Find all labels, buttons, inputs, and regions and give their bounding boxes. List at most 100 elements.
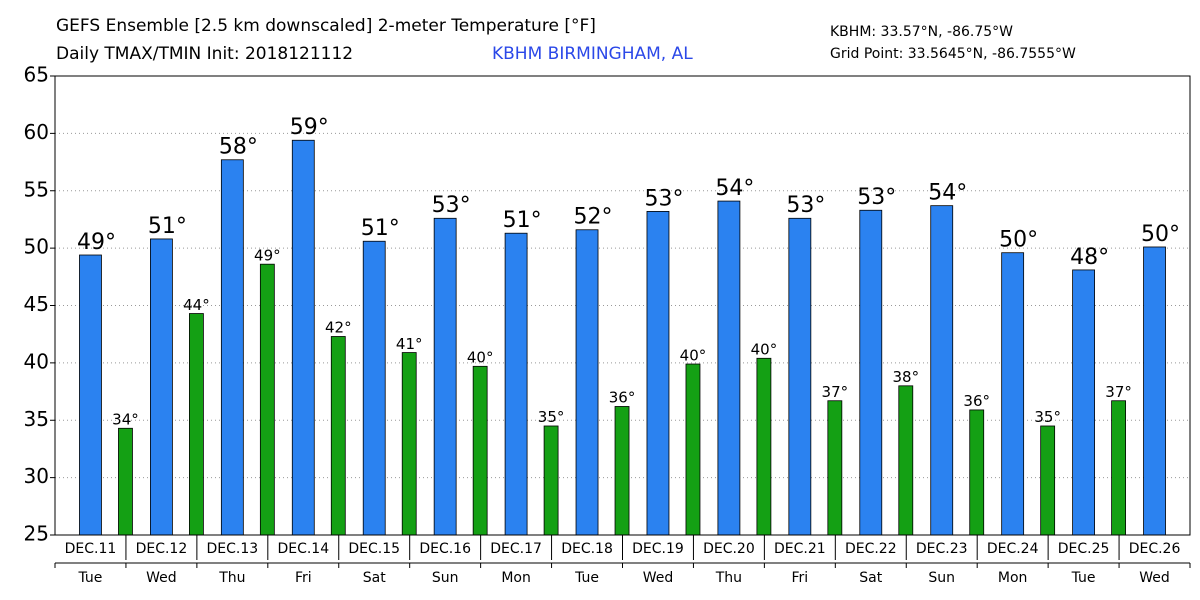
weekday-label: Wed xyxy=(643,570,674,586)
value-label: 35° xyxy=(1034,408,1061,426)
y-tick-label: 40 xyxy=(24,349,49,373)
weekday-label: Tue xyxy=(1071,570,1096,586)
x-tick-label: DEC.12 xyxy=(136,541,188,557)
value-label: 40° xyxy=(751,341,778,359)
value-label: 53° xyxy=(644,186,683,211)
value-label: 51° xyxy=(148,214,187,239)
value-label: 51° xyxy=(503,208,542,233)
value-label: 53° xyxy=(857,185,896,210)
bar xyxy=(1143,246,1166,536)
chart-subtitle: Daily TMAX/TMIN Init: 2018121112 xyxy=(56,44,353,64)
bar xyxy=(189,313,204,536)
y-tick-label: 25 xyxy=(24,522,49,546)
chart-title: GEFS Ensemble [2.5 km downscaled] 2-mete… xyxy=(56,16,596,36)
station-location: KBHM: 33.57°N, -86.75°W xyxy=(830,24,1013,40)
bar xyxy=(220,159,244,536)
value-label: 36° xyxy=(963,392,990,410)
bar xyxy=(1040,425,1056,536)
bar xyxy=(504,232,528,536)
weekday-label: Mon xyxy=(501,570,531,586)
y-tick-label: 35 xyxy=(24,407,49,431)
value-label: 49° xyxy=(254,246,281,264)
value-label: 52° xyxy=(574,205,613,230)
y-tick-label: 50 xyxy=(24,235,49,259)
bar xyxy=(969,409,985,536)
bar xyxy=(433,217,457,536)
value-label: 36° xyxy=(609,389,636,407)
bar xyxy=(401,352,417,536)
weekday-label: Sat xyxy=(363,570,386,586)
weekday-label: Sat xyxy=(859,570,882,586)
x-tick-label: DEC.15 xyxy=(348,541,400,557)
y-tick-label: 55 xyxy=(24,177,49,201)
y-tick-label: 60 xyxy=(24,120,49,144)
bar xyxy=(259,263,275,536)
bar xyxy=(930,205,954,536)
value-label: 42° xyxy=(325,319,352,337)
value-label: 41° xyxy=(396,335,423,353)
value-label: 53° xyxy=(432,193,471,218)
weekday-label: Fri xyxy=(792,570,809,586)
bar xyxy=(646,211,670,536)
x-tick-label: DEC.19 xyxy=(632,541,684,557)
bar xyxy=(575,229,599,536)
bar xyxy=(685,363,701,536)
x-tick-label: DEC.17 xyxy=(490,541,542,557)
weekday-label: Wed xyxy=(1139,570,1170,586)
x-tick-label: DEC.14 xyxy=(277,541,329,557)
bar xyxy=(756,357,772,536)
x-tick-label: DEC.24 xyxy=(987,541,1039,557)
value-label: 58° xyxy=(219,135,258,160)
weekday-label: Thu xyxy=(715,570,742,586)
value-label: 35° xyxy=(538,408,565,426)
bar xyxy=(859,209,883,536)
bar xyxy=(472,365,488,536)
weekday-label: Sun xyxy=(432,570,459,586)
weekday-label: Thu xyxy=(218,570,245,586)
value-label: 40° xyxy=(467,349,494,367)
bar xyxy=(1001,252,1025,536)
x-tick-label: DEC.22 xyxy=(845,541,897,557)
value-label: 54° xyxy=(928,181,967,206)
bar xyxy=(543,425,559,536)
value-label: 38° xyxy=(892,368,919,386)
bar xyxy=(150,238,173,536)
value-label: 59° xyxy=(290,115,329,140)
value-label: 50° xyxy=(999,228,1038,253)
x-tick-label: DEC.23 xyxy=(916,541,968,557)
x-tick-label: DEC.11 xyxy=(65,541,117,557)
bar xyxy=(614,406,630,536)
bar xyxy=(118,427,133,536)
x-tick-label: DEC.21 xyxy=(774,541,826,557)
y-tick-label: 65 xyxy=(24,63,49,87)
x-tick-label: DEC.13 xyxy=(207,541,259,557)
x-tick-label: DEC.20 xyxy=(703,541,755,557)
bar xyxy=(1111,400,1126,536)
grid-point: Grid Point: 33.5645°N, -86.7555°W xyxy=(830,46,1076,62)
value-label: 34° xyxy=(112,411,139,429)
value-label: 49° xyxy=(77,230,116,255)
weekday-label: Tue xyxy=(574,570,599,586)
y-tick-label: 30 xyxy=(24,464,49,488)
value-label: 53° xyxy=(786,193,825,218)
weekday-label: Tue xyxy=(78,570,103,586)
bar xyxy=(1072,269,1095,536)
value-label: 50° xyxy=(1141,222,1180,247)
x-tick-label: DEC.16 xyxy=(419,541,471,557)
station-name: KBHM BIRMINGHAM, AL xyxy=(492,44,693,64)
weekday-label: Mon xyxy=(998,570,1028,586)
bar xyxy=(827,400,843,536)
value-label: 37° xyxy=(1105,383,1132,401)
weekday-label: Wed xyxy=(146,570,177,586)
weekday-label: Sun xyxy=(928,570,955,586)
value-label: 54° xyxy=(715,176,754,201)
bar xyxy=(788,217,812,536)
value-label: 48° xyxy=(1070,245,1109,270)
y-tick-label: 45 xyxy=(24,292,49,316)
bar xyxy=(291,139,315,536)
weekday-label: Fri xyxy=(295,570,312,586)
x-tick-label: DEC.18 xyxy=(561,541,613,557)
x-tick-label: DEC.26 xyxy=(1129,541,1181,557)
value-label: 51° xyxy=(361,216,400,241)
